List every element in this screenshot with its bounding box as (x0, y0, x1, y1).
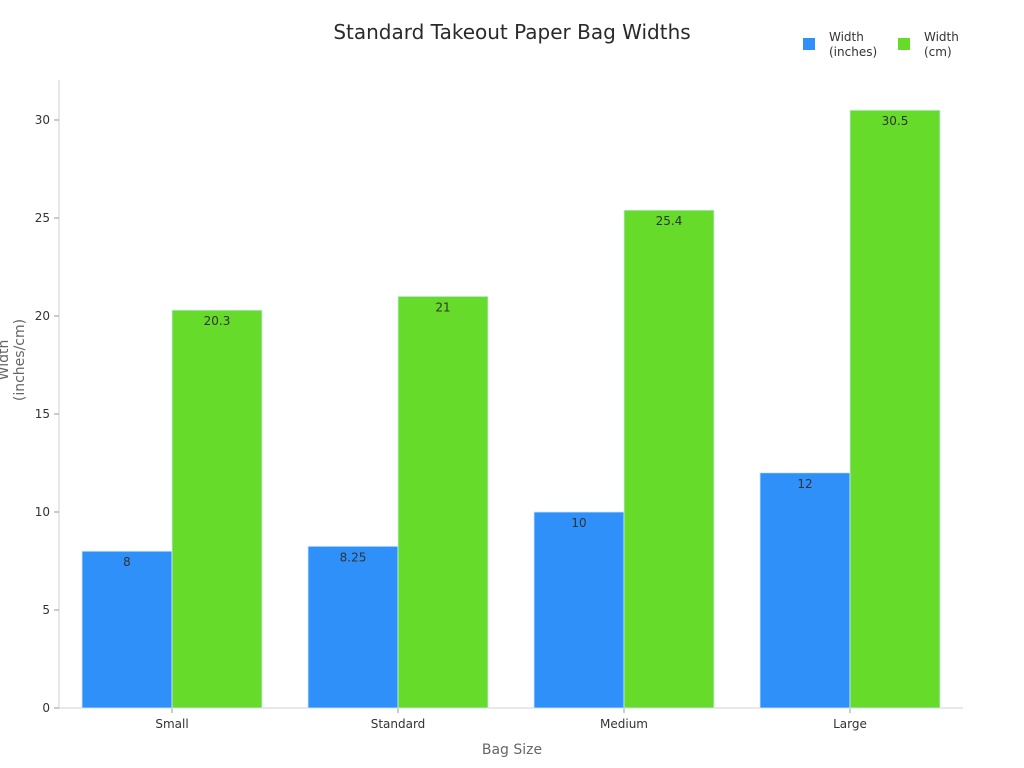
x-tick-label: Small (155, 717, 188, 731)
chart-title: Standard Takeout Paper Bag Widths (333, 20, 691, 44)
legend-swatch-cm (898, 38, 910, 50)
bar[interactable] (849, 109, 941, 709)
bar-value-label: 21 (435, 300, 450, 314)
bar[interactable] (81, 550, 173, 709)
bar-value-label: 12 (797, 477, 812, 491)
bar[interactable] (759, 472, 851, 709)
bar-value-label: 8 (123, 555, 131, 569)
y-axis-label: Width (inches/cm) (0, 318, 28, 402)
legend-swatch-inches (803, 38, 815, 50)
y-tick-label: 20 (35, 309, 50, 323)
bar-value-label: 20.3 (204, 314, 231, 328)
x-axis-label: Bag Size (481, 742, 543, 758)
bar[interactable] (397, 295, 489, 709)
bar-value-label: 10 (571, 516, 586, 530)
legend-item-cm[interactable]: Width (cm) (898, 30, 973, 60)
bar[interactable] (171, 309, 263, 709)
legend-item-inches[interactable]: Width (inches) (803, 30, 878, 60)
x-tick-label: Medium (600, 717, 648, 731)
bar-value-label: 30.5 (882, 114, 909, 128)
y-tick-label: 5 (42, 603, 50, 617)
legend-label-cm: Width (cm) (924, 30, 959, 59)
x-tick-label: Standard (371, 717, 426, 731)
legend-label-inches: Width (inches) (829, 30, 878, 59)
bar[interactable] (533, 511, 625, 709)
bar[interactable] (307, 545, 399, 709)
y-tick-label: 0 (42, 701, 50, 715)
bar-value-label: 25.4 (656, 214, 683, 228)
bar-value-label: 8.25 (340, 550, 367, 564)
y-tick-label: 15 (35, 407, 50, 421)
y-tick-label: 25 (35, 211, 50, 225)
legend: Width (inches) Width (cm) (803, 30, 973, 60)
y-tick-label: 30 (35, 113, 50, 127)
x-tick-label: Large (833, 717, 867, 731)
bar[interactable] (623, 209, 715, 709)
y-tick-label: 10 (35, 505, 50, 519)
